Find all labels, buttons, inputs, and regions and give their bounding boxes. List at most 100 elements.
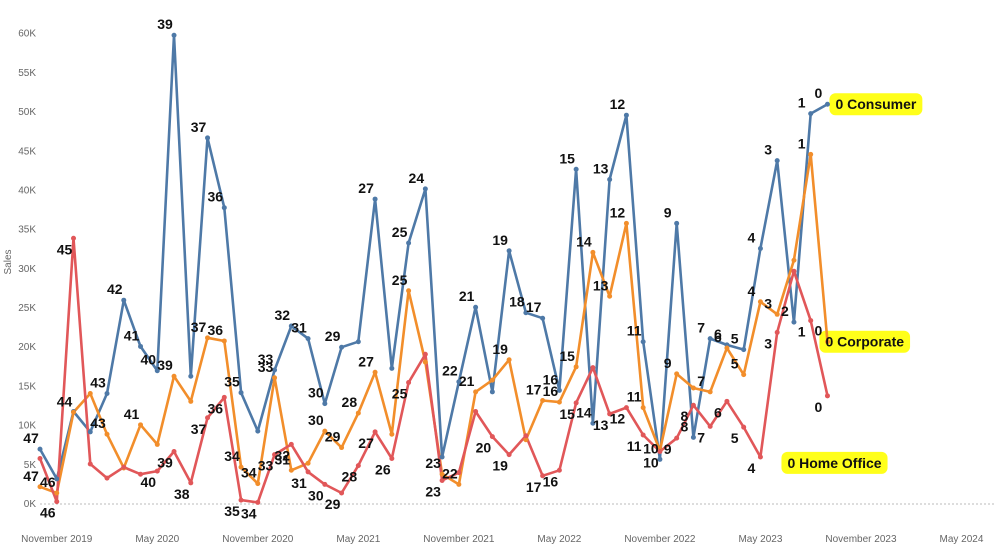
series-end-label: 0 Consumer	[835, 96, 916, 112]
data-point	[473, 304, 479, 310]
data-label: 27	[358, 435, 374, 451]
y-tick-label: 0K	[24, 499, 37, 510]
data-point	[774, 329, 780, 335]
data-point	[690, 385, 696, 391]
data-point	[808, 111, 814, 117]
data-point	[272, 375, 278, 381]
data-label: 23	[425, 455, 441, 471]
data-point	[104, 475, 110, 481]
data-label: 12	[610, 411, 626, 427]
data-point	[372, 429, 378, 435]
data-point	[205, 135, 211, 141]
data-label: 24	[409, 170, 425, 186]
data-label: 30	[308, 412, 324, 428]
data-label: 36	[208, 189, 224, 205]
series-end-label: 0 Corporate	[825, 334, 904, 350]
data-point	[71, 409, 77, 415]
data-label: 11	[627, 389, 642, 405]
y-tick-label: 10K	[18, 421, 36, 432]
data-point	[456, 379, 462, 385]
data-point	[573, 166, 579, 172]
data-label: 39	[157, 454, 173, 470]
data-point	[439, 471, 445, 477]
data-label: 33	[258, 458, 274, 474]
data-point	[774, 158, 780, 164]
data-label: 18	[509, 294, 525, 310]
data-point	[824, 339, 830, 345]
data-point	[255, 499, 261, 505]
data-label: 9	[664, 355, 672, 371]
data-point	[623, 112, 629, 118]
data-label: 35	[224, 374, 240, 390]
data-label: 43	[90, 374, 106, 390]
legend-highlights	[781, 93, 923, 474]
data-label: 13	[593, 277, 609, 293]
data-label: 42	[107, 281, 123, 297]
data-point	[37, 456, 43, 462]
x-tick-label: May 2023	[738, 534, 782, 545]
data-point	[188, 480, 194, 486]
data-point	[757, 299, 763, 305]
data-label: 30	[308, 487, 324, 503]
data-label: 27	[358, 353, 374, 369]
data-point	[288, 441, 294, 447]
data-point	[791, 319, 797, 325]
data-point	[506, 248, 512, 254]
data-point	[607, 411, 613, 417]
data-label: 4	[748, 283, 756, 299]
y-axis-label: Sales	[3, 249, 14, 274]
data-label: 4	[748, 229, 756, 245]
data-point	[37, 484, 43, 490]
data-point	[456, 481, 462, 487]
data-point	[523, 433, 529, 439]
data-point	[355, 339, 361, 345]
data-label: 17	[526, 299, 542, 315]
data-point	[138, 471, 144, 477]
data-label: 16	[543, 473, 559, 489]
data-label: 3	[764, 142, 772, 158]
data-label: 14	[576, 404, 592, 420]
data-label: 32	[275, 447, 291, 463]
data-label: 17	[526, 479, 542, 495]
data-label: 8	[681, 408, 689, 424]
data-point	[255, 428, 261, 434]
data-point	[791, 268, 797, 274]
data-point	[188, 373, 194, 379]
data-label: 33	[258, 351, 274, 367]
data-point	[724, 345, 730, 351]
data-point	[355, 463, 361, 469]
data-point	[523, 310, 529, 316]
data-label: 19	[492, 232, 508, 248]
data-label: 13	[593, 417, 609, 433]
data-point	[305, 460, 311, 466]
data-point	[221, 338, 227, 344]
data-point	[590, 249, 596, 255]
data-point	[690, 434, 696, 440]
data-label: 47	[23, 430, 39, 446]
data-label: 37	[191, 421, 207, 437]
data-point	[556, 467, 562, 473]
data-point	[322, 481, 328, 487]
data-label: 39	[157, 16, 173, 32]
legend-highlight	[819, 330, 911, 353]
data-label: 41	[124, 327, 140, 343]
data-point	[607, 176, 613, 182]
data-label: 47	[23, 468, 39, 484]
data-label: 16	[543, 383, 559, 399]
data-label: 44	[57, 393, 73, 409]
data-label: 10	[643, 440, 659, 456]
data-label: 29	[325, 429, 341, 445]
data-label: 0	[815, 323, 823, 339]
data-point	[489, 377, 495, 383]
data-point	[422, 186, 428, 192]
data-point	[54, 490, 60, 496]
y-tick-label: 50K	[18, 107, 36, 118]
data-label: 39	[157, 357, 173, 373]
data-label: 5	[731, 430, 739, 446]
data-label: 36	[208, 400, 224, 416]
data-point	[305, 469, 311, 475]
data-label: 31	[275, 451, 291, 467]
data-point	[724, 398, 730, 404]
data-label: 6	[714, 404, 722, 420]
